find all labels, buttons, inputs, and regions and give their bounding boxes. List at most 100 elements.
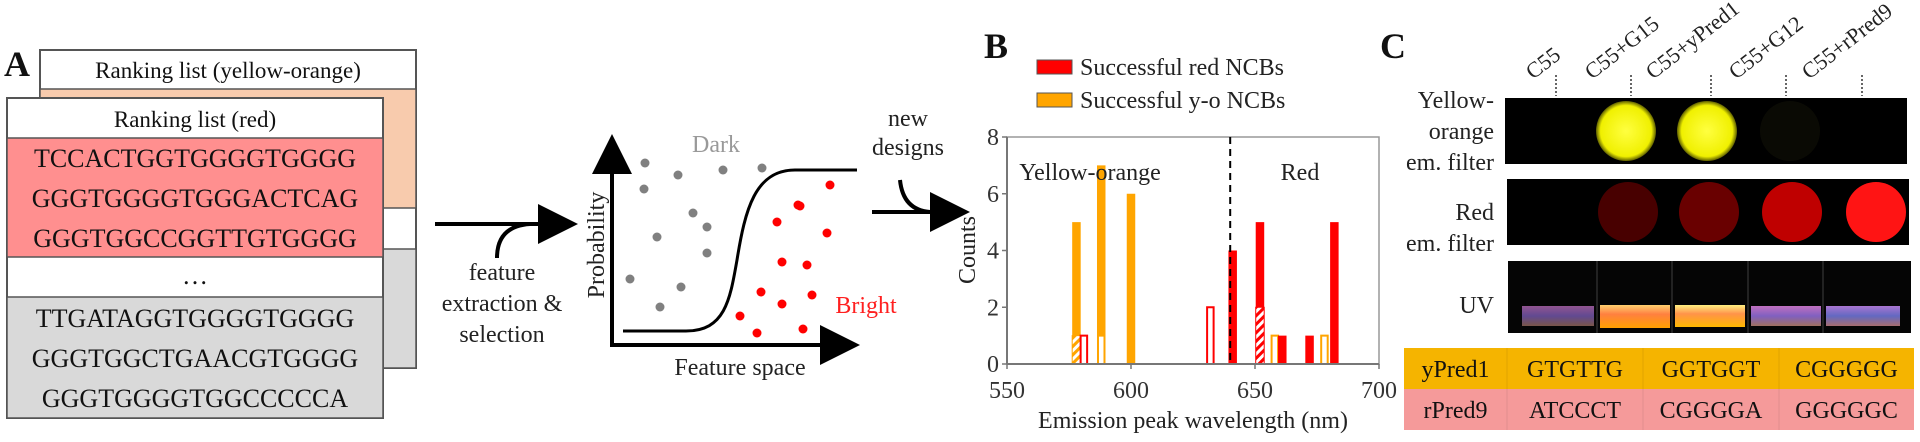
y-axis-label: Counts <box>955 216 981 284</box>
region-label-yellow-orange: Yellow-orange <box>1019 160 1161 186</box>
bar-hatched <box>1071 335 1082 365</box>
table-cell: GGGGGC <box>1795 398 1898 424</box>
classifier-plot: Probability Feature space Dark Bright <box>584 132 897 381</box>
bar-hollow <box>1320 334 1329 365</box>
lane-label: C55+rPred9 <box>1797 0 1897 84</box>
sequence-top-2: GGGTGGGGTGGGACTCAG <box>32 184 358 213</box>
ranking-list-red: Ranking list (red) TCCACTGGTGGGGTGGGG GG… <box>6 97 384 419</box>
y-tick-label: 4 <box>987 239 999 265</box>
region-label-red: Red <box>1281 160 1320 186</box>
bright-point <box>735 311 745 321</box>
feature-extraction-label-1: feature <box>469 260 536 286</box>
yellow-filter-label-2: orange <box>1429 119 1494 145</box>
table-row: rPred9 ATCCCT CGGGGA GGGGGC <box>1404 389 1914 430</box>
probability-axis-label: Probability <box>584 192 610 299</box>
sequence-bottom-1: TTGATAGGTGGGGTGGGG <box>36 304 355 333</box>
table-row-name: rPred9 <box>1424 398 1488 424</box>
x-tick-label: 700 <box>1361 378 1397 404</box>
red-fluorescence-spot <box>1762 182 1822 242</box>
bar <box>1278 335 1287 364</box>
bright-point <box>807 290 817 300</box>
sigmoid-curve <box>623 168 857 333</box>
sequence-bottom-2: GGGTGGCTGAACGTGGGG <box>32 344 358 373</box>
table-row-name: yPred1 <box>1422 357 1490 383</box>
x-tick-label: 550 <box>989 378 1025 404</box>
yellow-fluorescence-spot <box>1596 101 1656 161</box>
panel-label-a: A <box>4 44 30 84</box>
sequence-top-3: GGGTGGCCGGTTGTGGGG <box>33 224 357 253</box>
sequence-bottom-3: GGGTGGGGTGGCCCCCA <box>42 384 348 413</box>
bar-solid <box>1330 222 1339 364</box>
bar-solid <box>1305 335 1314 364</box>
table-cell: GGTGGT <box>1662 357 1761 383</box>
ranking-list-yellow-orange-title: Ranking list (yellow-orange) <box>95 58 361 83</box>
feature-extraction-label-3: selection <box>459 322 544 348</box>
red-fluorescence-spot <box>1679 182 1739 242</box>
legend-swatch-yo <box>1036 92 1073 108</box>
feature-space-axis-label: Feature space <box>674 355 805 381</box>
bar <box>1228 250 1237 364</box>
feature-extraction-arrow: feature extraction & selection <box>435 204 578 348</box>
dark-point <box>639 184 649 194</box>
emission-histogram: 550 600 650 700 0 2 4 6 8 Yellow-orange Red Coun… <box>955 125 1397 434</box>
bar-solid <box>1096 165 1106 336</box>
bar-solid <box>1228 250 1237 364</box>
lane-label: C55 <box>1521 42 1565 84</box>
red-filter-label-2: em. filter <box>1406 231 1494 257</box>
red-filter-image <box>1507 179 1909 245</box>
bar <box>1126 193 1136 364</box>
bar-solid <box>1126 193 1136 364</box>
bar-hatched <box>1255 306 1265 365</box>
bright-point <box>802 260 812 270</box>
table-cell: CGGGGG <box>1795 357 1898 383</box>
yellow-fluorescence-spot <box>1677 101 1737 161</box>
new-designs-label-1: new <box>888 106 929 132</box>
table-cell: ATCCCT <box>1529 398 1621 424</box>
dark-label: Dark <box>692 132 740 158</box>
new-designs-arrow: new designs <box>872 106 970 232</box>
legend: Successful red NCBs Successful y-o NCBs <box>1036 55 1285 114</box>
dark-point <box>625 274 635 284</box>
red-fluorescence-spot <box>1846 182 1906 242</box>
table-row: yPred1 GTGTTG GGTGGT CGGGGG <box>1404 348 1914 389</box>
table-cell: CGGGGA <box>1660 398 1763 424</box>
bar <box>1320 334 1329 365</box>
feature-extraction-label-2: extraction & <box>442 291 563 317</box>
bar-hollow <box>1096 334 1106 365</box>
uv-image <box>1508 261 1911 333</box>
bar-solid <box>1255 222 1265 308</box>
dark-point <box>702 248 712 258</box>
dark-point <box>757 163 767 173</box>
bright-point <box>825 180 835 190</box>
bar <box>1071 222 1082 365</box>
bright-point <box>798 324 808 334</box>
bar-solid <box>1278 335 1287 364</box>
dark-point <box>640 158 650 168</box>
panel-label-b: B <box>984 26 1008 66</box>
bright-label: Bright <box>835 293 897 319</box>
table-row-background <box>1404 348 1914 389</box>
panel-label-c: C <box>1380 26 1406 66</box>
table-row-background <box>1404 389 1914 430</box>
sequence-top-1: TCCACTGGTGGGGTGGGG <box>34 144 356 173</box>
ranking-list-red-title: Ranking list (red) <box>114 107 276 132</box>
lane-label: C55+G12 <box>1724 11 1808 84</box>
uv-label: UV <box>1459 293 1494 319</box>
bright-point <box>772 217 782 227</box>
table-cell: GTGTTG <box>1527 357 1623 383</box>
bar <box>1206 306 1215 365</box>
bright-point <box>822 228 832 238</box>
dark-point <box>688 208 698 218</box>
legend-swatch-red <box>1036 59 1073 75</box>
x-tick-label: 650 <box>1237 378 1273 404</box>
dark-point <box>676 282 686 292</box>
bright-point <box>777 257 787 267</box>
bar <box>1079 334 1089 365</box>
legend-label-yo: Successful y-o NCBs <box>1080 88 1285 114</box>
dark-point <box>673 170 683 180</box>
red-fluorescence-spot <box>1598 182 1658 242</box>
bar-hollow <box>1206 306 1215 365</box>
bar <box>1305 335 1314 364</box>
